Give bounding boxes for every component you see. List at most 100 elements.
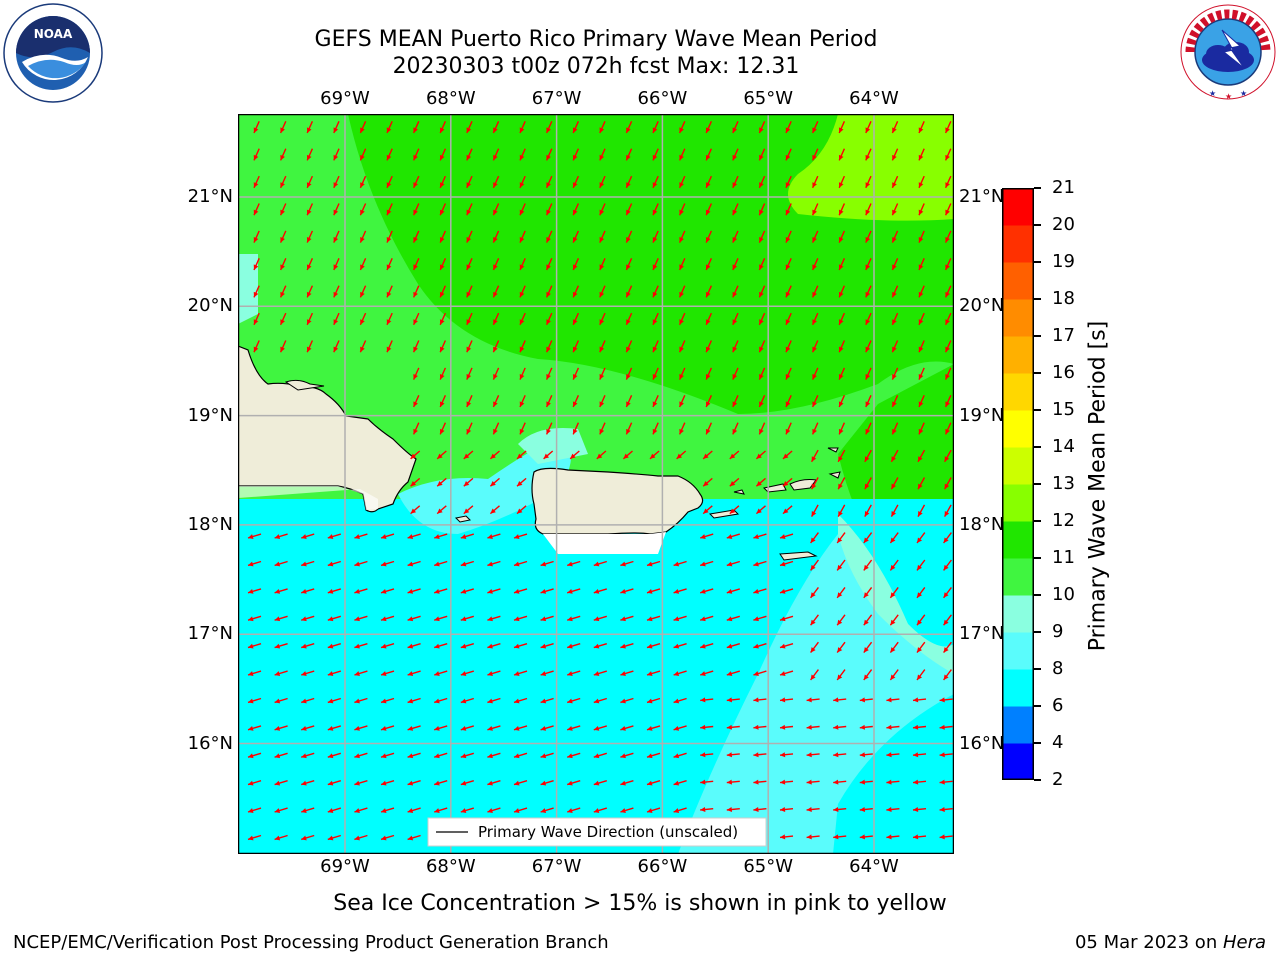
wave-arrow: [410, 505, 421, 515]
wave-arrow: [678, 395, 686, 408]
wave-arrow: [386, 230, 393, 243]
wave-arrow: [810, 477, 819, 490]
wave-arrow: [943, 669, 952, 681]
wave-arrow: [806, 697, 820, 703]
wave-arrow: [380, 643, 395, 649]
wave-arrow: [729, 477, 740, 487]
wave-arrow: [673, 670, 687, 676]
wave-arrow: [889, 614, 899, 626]
wave-arrow: [753, 533, 767, 539]
wave-arrow: [859, 752, 873, 758]
wave-arrow: [729, 505, 740, 515]
wave-arrow: [886, 697, 900, 703]
wave-arrow: [354, 807, 368, 813]
wave-arrow: [810, 669, 819, 681]
wave-arrow: [838, 340, 846, 353]
wave-arrow: [785, 340, 792, 353]
wave-arrow: [625, 121, 633, 134]
wave-arrow: [673, 560, 687, 567]
wave-arrow: [726, 615, 741, 622]
wave-arrow: [593, 780, 608, 786]
wave-arrow: [466, 203, 473, 216]
wave-arrow: [753, 588, 767, 594]
wave-arrow: [625, 175, 633, 189]
colorbar-segment: [1002, 188, 1034, 226]
wave-arrow: [838, 203, 846, 216]
wave-arrow: [755, 505, 766, 515]
wave-arrow: [833, 752, 847, 758]
wave-arrow: [678, 285, 686, 298]
wave-arrow: [753, 724, 767, 730]
wave-arrow: [678, 367, 686, 380]
wave-arrow: [620, 807, 634, 813]
wave-arrow: [865, 175, 872, 189]
wave-arrow: [943, 559, 952, 571]
wave-arrow: [327, 780, 342, 786]
wave-arrow: [436, 450, 447, 460]
wave-arrow: [705, 258, 713, 271]
wave-arrow: [676, 450, 687, 460]
wave-arrow: [753, 670, 767, 676]
lat-label-right: 18°N: [959, 513, 1005, 535]
wave-arrow: [702, 505, 713, 515]
wave-arrow: [439, 422, 447, 435]
colorbar-segment: [1002, 669, 1034, 707]
wave-arrow: [939, 724, 953, 730]
wave-arrow: [540, 697, 554, 704]
colorbar-tick-mark: [1034, 446, 1041, 448]
map-border: [237, 113, 955, 855]
wave-arrow: [755, 477, 766, 487]
wave-arrow: [433, 780, 448, 786]
wave-arrow: [810, 614, 819, 626]
wave-arrow: [354, 615, 368, 622]
wave-arrow: [433, 560, 448, 567]
colorbar: [1002, 188, 1034, 781]
wave-arrow: [758, 367, 766, 380]
wave-arrow: [253, 121, 260, 134]
wave-arrow: [247, 752, 262, 759]
wave-arrow: [279, 312, 287, 326]
colorbar-label: Primary Wave Mean Period [s]: [1085, 320, 1111, 652]
wave-arrow: [865, 230, 872, 243]
wave-arrow: [359, 312, 367, 326]
wave-arrow: [865, 203, 872, 216]
wave-arrow: [944, 422, 952, 435]
wave-arrow: [354, 560, 368, 567]
wave-arrow: [247, 670, 262, 676]
wave-arrow: [466, 422, 473, 435]
lon-label-top: 66°W: [637, 88, 688, 109]
wave-arrow: [513, 643, 528, 649]
wave-arrow: [513, 560, 528, 567]
wave-arrow: [380, 588, 395, 594]
wave-arrow: [279, 175, 287, 189]
wave-arrow: [460, 643, 475, 649]
period-11-12-field: [238, 114, 954, 414]
wave-arrow: [492, 312, 500, 326]
wave-arrow: [327, 697, 342, 704]
wave-arrow: [652, 175, 659, 189]
wave-arrow: [889, 641, 899, 654]
wave-arrow: [354, 834, 368, 841]
wave-arrow: [386, 312, 393, 326]
wave-arrow: [912, 697, 927, 703]
wave-arrow: [300, 780, 315, 786]
wave-arrow: [306, 312, 314, 326]
colorbar-tick-mark: [1034, 779, 1041, 781]
wave-arrow: [673, 780, 687, 786]
wave-arrow: [412, 285, 420, 298]
wave-arrow: [864, 504, 872, 517]
wave-arrow: [732, 230, 739, 243]
wave-arrow: [891, 422, 899, 435]
wave-arrow: [732, 312, 739, 326]
wave-arrow: [253, 285, 260, 298]
wave-arrow: [811, 340, 819, 353]
wave-arrow: [306, 285, 314, 298]
wave-arrow: [889, 532, 899, 544]
wave-arrow: [439, 312, 447, 326]
wave-arrow: [569, 450, 580, 460]
wave-arrow: [678, 340, 686, 353]
lat-label-left: 17°N: [187, 623, 233, 645]
wave-arrow: [758, 285, 766, 298]
wave-arrow: [306, 175, 314, 189]
wave-arrow: [519, 148, 526, 161]
